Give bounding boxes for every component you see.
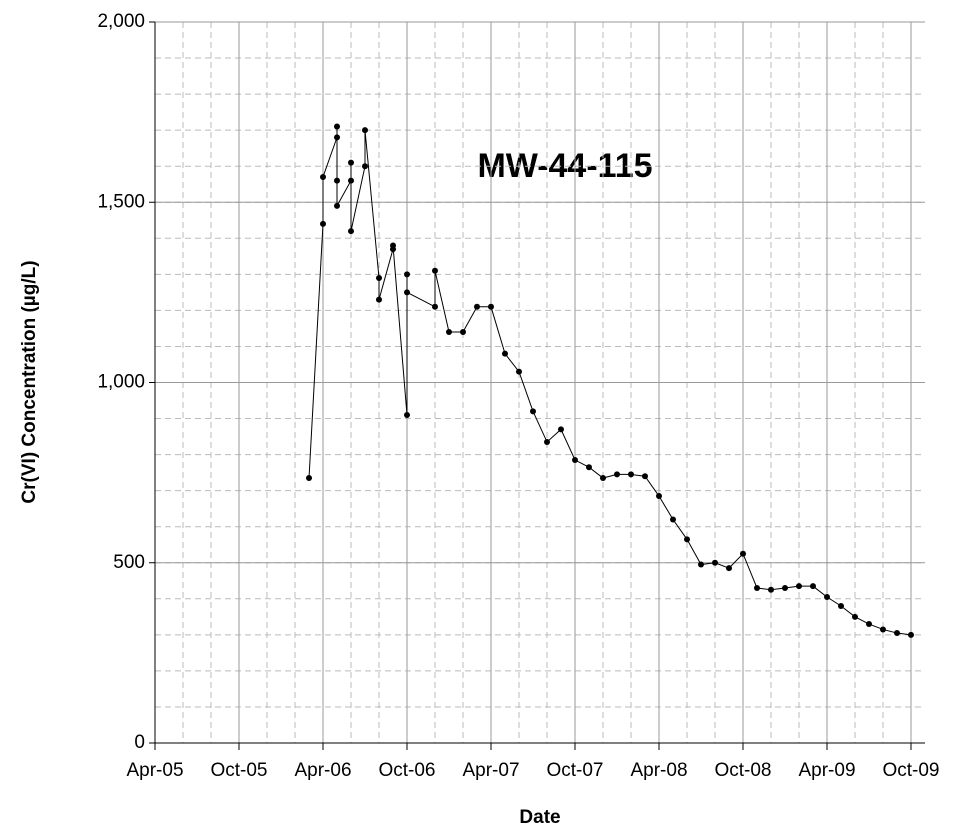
marker (488, 303, 494, 310)
x-tick-label: Apr-05 (126, 760, 183, 781)
marker (838, 603, 844, 610)
y-tick-label: 2,000 (97, 11, 145, 32)
y-tick-label: 1,500 (97, 191, 145, 212)
marker (908, 631, 914, 638)
marker (306, 475, 312, 482)
marker (558, 426, 564, 433)
marker (432, 267, 438, 274)
y-axis-label: Cr(VI) Concentration (µg/L) (19, 260, 40, 503)
marker (544, 438, 550, 445)
marker (404, 411, 410, 418)
marker (768, 586, 774, 593)
marker (600, 475, 606, 482)
marker (866, 621, 872, 628)
marker (376, 296, 382, 303)
marker (880, 626, 886, 633)
marker (362, 127, 368, 134)
marker (824, 593, 830, 600)
x-tick-label: Oct-07 (546, 760, 603, 781)
marker (334, 202, 340, 209)
x-tick-label: Apr-07 (462, 760, 519, 781)
marker (362, 163, 368, 170)
marker (334, 134, 340, 141)
marker (852, 613, 858, 620)
marker (726, 565, 732, 572)
marker (390, 242, 396, 249)
marker (432, 303, 438, 310)
marker (530, 408, 536, 415)
marker (642, 473, 648, 480)
marker (810, 583, 816, 590)
y-tick-label: 500 (113, 552, 145, 573)
marker (782, 584, 788, 591)
marker (740, 550, 746, 557)
marker (656, 493, 662, 500)
x-tick-label: Oct-05 (210, 760, 267, 781)
y-tick-label: 0 (134, 732, 145, 753)
x-tick-label: Oct-06 (378, 760, 435, 781)
marker (348, 159, 354, 166)
marker (628, 471, 634, 478)
marker (684, 536, 690, 543)
marker (334, 177, 340, 184)
marker (698, 561, 704, 568)
x-tick-label: Apr-06 (294, 760, 351, 781)
marker (320, 174, 326, 181)
marker (320, 220, 326, 227)
x-tick-label: Oct-08 (714, 760, 771, 781)
marker (670, 516, 676, 523)
marker (404, 271, 410, 278)
marker (404, 289, 410, 296)
marker (796, 583, 802, 590)
marker (348, 228, 354, 235)
marker (334, 123, 340, 130)
y-tick-label: 1,000 (97, 372, 145, 393)
x-tick-label: Apr-08 (630, 760, 687, 781)
marker (586, 464, 592, 471)
marker (474, 303, 480, 310)
marker (754, 584, 760, 591)
x-tick-label: Apr-09 (798, 760, 855, 781)
marker (376, 274, 382, 281)
marker (460, 329, 466, 336)
marker (446, 329, 452, 336)
marker (614, 471, 620, 478)
marker (894, 630, 900, 637)
marker (348, 177, 354, 184)
line (308, 126, 912, 636)
x-tick-label: Oct-09 (882, 760, 939, 781)
marker (572, 457, 578, 464)
x-axis-label: Date (519, 807, 560, 828)
marker (502, 350, 508, 357)
marker (516, 368, 522, 375)
marker (712, 559, 718, 566)
